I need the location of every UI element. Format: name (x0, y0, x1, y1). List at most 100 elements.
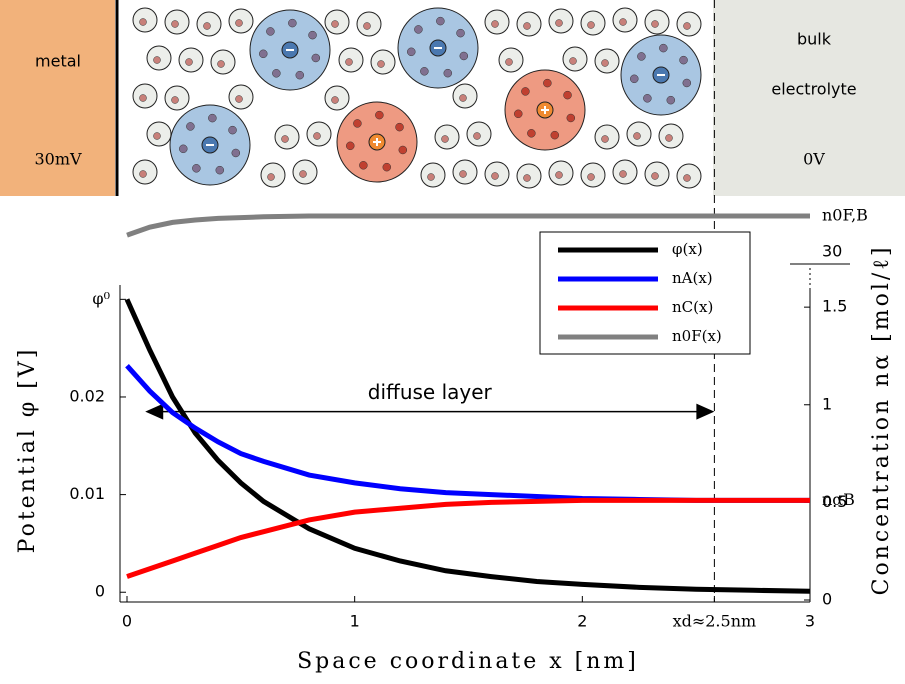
y3-tick-label: 30 (822, 242, 842, 261)
water-o (588, 174, 595, 181)
x-tick-label: 3 (805, 612, 815, 631)
shell-water (229, 126, 237, 134)
water-o (556, 172, 563, 179)
water-o (218, 61, 225, 68)
water-o (602, 136, 609, 143)
shell-water (309, 31, 317, 39)
shell-water (527, 129, 535, 137)
water-o (140, 95, 147, 102)
shell-water (179, 145, 187, 153)
shell-water (414, 25, 422, 33)
water-o (140, 19, 147, 26)
water-o (364, 23, 371, 30)
shell-water (407, 48, 415, 56)
x-tick-label: 0 (122, 612, 132, 631)
metal-potential: 30mV (34, 150, 82, 169)
shell-water (192, 164, 200, 172)
shell-water (564, 91, 572, 99)
shell-water (186, 122, 194, 130)
y-tick-label: 0 (95, 582, 105, 601)
shell-water (436, 17, 444, 25)
shell-water (259, 50, 267, 58)
electrolyte-label: electrolyte (771, 80, 856, 99)
y2-tick-label: nαB (822, 490, 855, 509)
shell-water (667, 96, 675, 104)
shell-water (266, 27, 274, 35)
water-o (602, 60, 609, 67)
y2-axis-title: Concentration nα [mol/ℓ] (869, 245, 894, 596)
molecules (133, 8, 701, 188)
figure: metal 30mV bulk electrolyte 0V 012xd≈2.5… (0, 0, 905, 684)
shell-water (288, 19, 296, 27)
legend-label: nA(x) (672, 269, 713, 287)
water-o (428, 174, 435, 181)
water-o (492, 21, 499, 28)
water-o (332, 21, 339, 28)
shell-water (396, 123, 404, 131)
water-o (154, 133, 161, 140)
water-o (442, 136, 449, 143)
water-o (652, 21, 659, 28)
water-o (684, 23, 691, 30)
water-o (474, 133, 481, 140)
water-o (204, 23, 211, 30)
water-o (236, 96, 243, 103)
shell-water (375, 111, 383, 119)
shell-water (521, 87, 529, 95)
water-o (154, 57, 161, 64)
water-o (492, 173, 499, 180)
shell-water (460, 52, 468, 60)
water-o (666, 135, 673, 142)
water-o (236, 20, 243, 27)
shell-water (272, 69, 280, 77)
water-o (684, 175, 691, 182)
water-o (588, 22, 595, 29)
shell-water (444, 69, 452, 77)
shell-water (630, 75, 638, 83)
shell-water (514, 110, 522, 118)
water-o (556, 20, 563, 27)
shell-water (420, 67, 428, 75)
shell-water (353, 119, 361, 127)
water-o (172, 21, 179, 28)
series-line (127, 500, 810, 576)
water-o (524, 23, 531, 30)
shell-water (683, 79, 691, 87)
bulk-label: bulk (797, 30, 832, 49)
water-o (620, 19, 627, 26)
water-o (314, 133, 321, 140)
arrow-head (696, 404, 714, 420)
legend-label: φ(x) (672, 240, 703, 258)
water-o (140, 171, 147, 178)
shell-water (359, 161, 367, 169)
water-o (634, 133, 641, 140)
legend-label: nC(x) (672, 298, 713, 316)
x-tick-label: 2 (577, 612, 587, 631)
water-o (346, 59, 353, 66)
shell-water (232, 149, 240, 157)
metal-label: metal (35, 52, 81, 71)
shell-water (567, 114, 575, 122)
shell-water (543, 79, 551, 87)
x-tick-label: 1 (350, 612, 360, 631)
shell-water (296, 71, 304, 79)
shell-water (208, 114, 216, 122)
shell-water (399, 146, 407, 154)
arrow-head (145, 404, 163, 420)
water-o (378, 61, 385, 68)
y-tick-label: 0.02 (69, 386, 105, 405)
y2-tick-label: 1.5 (822, 297, 847, 316)
water-o (652, 173, 659, 180)
y2-tick-label: 0 (822, 590, 832, 609)
shell-water (312, 54, 320, 62)
water-o (460, 171, 467, 178)
water-o (524, 175, 531, 182)
shell-water (659, 44, 667, 52)
shell-water (637, 52, 645, 60)
shell-water (383, 163, 391, 171)
shell-water (551, 131, 559, 139)
bulk-potential: 0V (803, 150, 825, 169)
water-o (506, 59, 513, 66)
water-o (570, 58, 577, 65)
y2-tick-label: 1 (822, 394, 832, 413)
